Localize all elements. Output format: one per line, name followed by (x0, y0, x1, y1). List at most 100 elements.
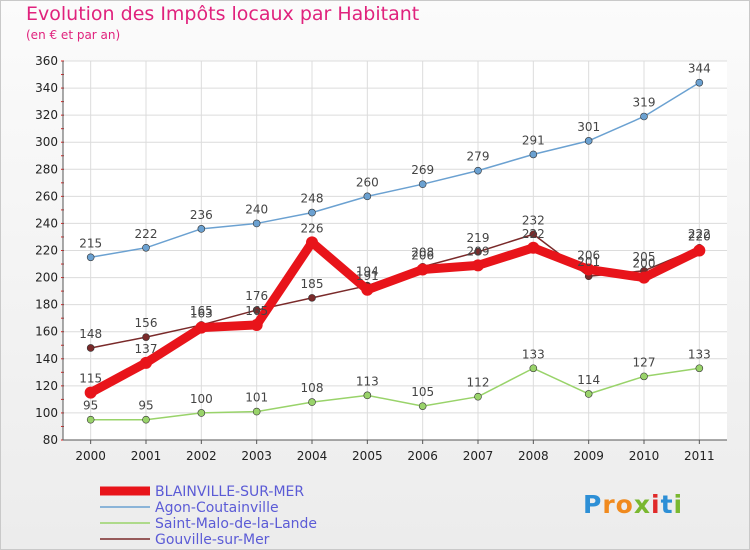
x-tick-label: 2002 (186, 449, 217, 463)
series-2 (86, 364, 704, 424)
data-label: 206 (411, 248, 434, 262)
y-tick-label: 320 (35, 108, 58, 122)
data-label: 236 (190, 208, 213, 222)
data-label: 200 (633, 257, 656, 271)
data-point (361, 283, 374, 296)
data-label: 240 (245, 202, 268, 216)
series-line (89, 367, 701, 421)
data-label: 115 (79, 372, 102, 386)
data-label: 163 (190, 307, 213, 321)
y-tick-label: 280 (35, 162, 58, 176)
legend-label: Saint-Malo-de-la-Lande (155, 516, 317, 532)
y-tick-label: 200 (35, 271, 58, 285)
legend-label: Gouville-sur-Mer (155, 532, 270, 548)
data-point (418, 180, 427, 188)
data-point (308, 398, 316, 406)
series-line (86, 237, 704, 398)
data-point (308, 294, 316, 302)
data-label: 206 (577, 248, 600, 262)
data-point (640, 372, 648, 381)
data-point (474, 248, 482, 256)
logo-letter: P (583, 490, 603, 519)
x-tick-label: 2000 (75, 449, 106, 463)
x-tick-label: 2006 (407, 449, 438, 463)
data-label: 222 (522, 227, 545, 241)
data-label: 191 (356, 269, 379, 283)
data-point (529, 150, 538, 159)
data-point (363, 391, 372, 400)
data-point (527, 241, 540, 254)
data-point (197, 225, 206, 233)
data-label: 226 (301, 221, 324, 235)
data-point (142, 243, 150, 252)
data-point (640, 112, 648, 121)
x-tick-label: 2008 (518, 449, 549, 463)
data-label: 148 (79, 327, 102, 341)
data-label: 100 (190, 392, 213, 406)
data-label: 95 (83, 399, 98, 413)
x-tick-label: 2009 (573, 449, 604, 463)
data-point (529, 230, 538, 239)
data-label: 133 (688, 347, 711, 361)
data-label: 248 (301, 192, 324, 206)
data-point (638, 271, 650, 284)
data-label: 137 (135, 342, 158, 356)
data-point (418, 402, 427, 410)
x-tick-label: 2010 (629, 449, 660, 463)
x-tick-label: 2005 (352, 449, 383, 463)
data-label: 209 (467, 244, 490, 258)
series-0 (84, 236, 706, 399)
data-point (363, 192, 372, 201)
data-label: 194 (356, 265, 379, 279)
data-label: 105 (411, 385, 434, 399)
data-point (252, 407, 261, 416)
data-label: 319 (633, 95, 656, 109)
data-label: 208 (411, 246, 434, 260)
data-point (250, 318, 263, 331)
data-label: 222 (135, 227, 158, 241)
data-label: 156 (135, 316, 158, 330)
data-point (474, 392, 482, 401)
data-point (474, 166, 482, 175)
series-layer (84, 78, 706, 424)
y-tick-label: 100 (35, 406, 58, 420)
data-label: 165 (190, 304, 213, 318)
chart-title: Evolution des Impôts locaux par Habitant (26, 3, 420, 25)
data-point (308, 208, 316, 217)
data-point (306, 236, 318, 249)
data-point (84, 386, 97, 399)
x-tick-label: 2011 (684, 449, 715, 463)
data-point (142, 415, 150, 424)
y-tick-label: 220 (35, 244, 58, 258)
logo-letter: o (615, 490, 634, 519)
data-point (252, 219, 261, 228)
data-label: 220 (688, 230, 711, 244)
logo-letter: x (633, 490, 651, 519)
logo-letter: i (651, 490, 661, 519)
data-point (86, 253, 95, 262)
data-point (695, 364, 704, 373)
legend-label: BLAINVILLE-SUR-MER (155, 484, 304, 500)
data-label: 269 (411, 163, 434, 177)
data-label: 201 (577, 255, 600, 269)
data-label: 232 (522, 213, 545, 227)
data-label: 133 (522, 347, 545, 361)
data-point (86, 415, 95, 424)
chart-subtitle: (en € et par an) (26, 28, 121, 42)
data-label: 219 (467, 231, 490, 245)
data-point (86, 344, 95, 352)
data-label: 222 (688, 227, 711, 241)
y-tick-label: 140 (35, 352, 58, 366)
data-label: 112 (467, 376, 490, 390)
y-tick-label: 240 (35, 216, 58, 230)
proxiti-logo: Proxiti (583, 490, 683, 519)
data-point (584, 137, 593, 145)
data-label: 215 (79, 236, 102, 250)
data-point (416, 263, 429, 276)
data-label: 344 (688, 62, 711, 76)
y-tick-label: 80 (43, 433, 58, 447)
data-label: 279 (467, 150, 490, 164)
data-label: 95 (138, 399, 153, 413)
logo-letter: t (660, 490, 674, 519)
data-point (529, 364, 538, 373)
